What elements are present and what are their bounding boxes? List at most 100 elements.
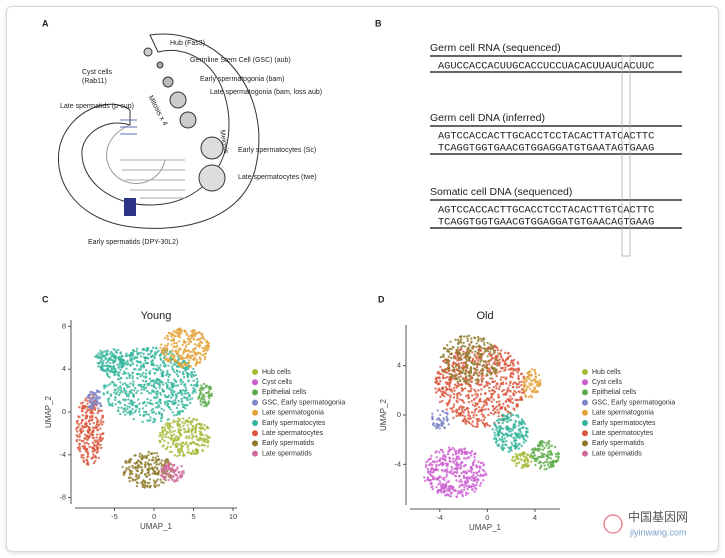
cell-point xyxy=(158,405,161,408)
cell-point xyxy=(155,484,158,487)
cell-point xyxy=(123,387,126,390)
cell-point xyxy=(442,484,445,487)
cell-point xyxy=(135,391,138,395)
cell-point xyxy=(448,359,451,363)
cell-point xyxy=(515,464,518,468)
cell-point xyxy=(189,442,193,445)
cell-point xyxy=(470,465,473,469)
cell-point xyxy=(121,465,124,469)
cell-point xyxy=(473,388,476,392)
legend-swatch xyxy=(252,389,258,396)
cell-point xyxy=(200,443,204,447)
diagram-label: Meiosis xyxy=(218,129,229,154)
early-spermatogonia xyxy=(162,76,174,88)
cell-point xyxy=(478,398,482,401)
cell-point xyxy=(142,364,145,367)
cell-point xyxy=(523,464,526,467)
cell-point xyxy=(488,382,491,386)
cell-point xyxy=(504,366,507,369)
cell-point xyxy=(128,385,131,388)
cell-point xyxy=(471,351,474,354)
cell-point xyxy=(476,423,479,426)
cell-point xyxy=(76,446,80,450)
cell-point xyxy=(207,347,210,351)
cell-point xyxy=(460,465,463,468)
cell-point xyxy=(157,381,161,384)
cell-point xyxy=(132,417,135,421)
cell-point xyxy=(128,390,131,394)
cell-point xyxy=(139,368,142,371)
cell-point xyxy=(525,388,528,391)
cell-point xyxy=(494,345,498,349)
cell-point xyxy=(513,439,516,443)
cell-point xyxy=(484,360,488,363)
cell-point xyxy=(530,374,533,377)
cell-point xyxy=(164,344,167,347)
cell-point xyxy=(153,452,156,455)
cell-point xyxy=(140,471,144,474)
cell-point xyxy=(438,463,441,467)
cell-point xyxy=(446,452,450,456)
cell-point xyxy=(447,480,451,483)
cell-point xyxy=(494,424,497,427)
cell-point xyxy=(161,459,164,462)
cell-point xyxy=(147,413,150,416)
cell-point xyxy=(536,443,540,447)
cell-point xyxy=(125,394,129,398)
cell-point xyxy=(80,439,84,443)
testis-outline xyxy=(58,33,260,229)
cell-point xyxy=(127,393,130,396)
cell-point xyxy=(465,379,468,383)
cell-point xyxy=(477,460,480,463)
cell-point xyxy=(107,400,110,403)
cell-point xyxy=(112,348,115,351)
cell-point xyxy=(146,484,149,488)
cell-point xyxy=(454,355,457,358)
legend-label: Cyst cells xyxy=(592,379,622,386)
cell-point xyxy=(452,489,455,492)
cell-point xyxy=(534,463,537,467)
cell-point xyxy=(510,441,513,444)
cell-point xyxy=(543,441,546,444)
cell-point xyxy=(101,432,105,435)
cell-point xyxy=(184,341,188,344)
cell-point xyxy=(472,367,476,370)
cell-point xyxy=(160,465,163,468)
cell-point xyxy=(460,489,463,492)
cell-point xyxy=(485,363,488,366)
cell-point xyxy=(443,426,446,429)
cell-point xyxy=(148,473,151,476)
cell-point xyxy=(191,425,194,428)
cell-point xyxy=(174,469,177,472)
cell-point xyxy=(499,378,502,381)
cell-point xyxy=(159,432,162,435)
cell-point xyxy=(522,384,526,388)
cell-point xyxy=(100,368,103,371)
cell-point xyxy=(149,416,152,419)
cell-point xyxy=(90,457,94,460)
x-axis-label: UMAP_1 xyxy=(140,522,173,531)
cell-point xyxy=(479,337,482,340)
cell-point xyxy=(181,355,184,358)
cell-point xyxy=(106,373,109,376)
cell-point xyxy=(118,361,122,365)
cell-point xyxy=(180,363,184,367)
cell-point xyxy=(177,471,181,474)
cell-point xyxy=(470,478,473,482)
cell-point xyxy=(456,392,460,395)
cell-point xyxy=(120,406,123,409)
cell-point xyxy=(462,350,465,353)
cell-point xyxy=(542,455,545,459)
diagram-label: Late spermatids (p-cup) xyxy=(60,103,134,110)
cell-point xyxy=(99,436,102,439)
cell-point xyxy=(518,422,521,425)
cell-point xyxy=(166,403,170,406)
cell-point xyxy=(480,339,483,343)
cell-point xyxy=(130,457,133,461)
cell-point xyxy=(160,407,163,410)
cell-point xyxy=(489,343,492,346)
cell-point xyxy=(456,395,459,398)
cell-point xyxy=(459,348,462,351)
cell-point xyxy=(541,445,544,448)
cell-point xyxy=(550,463,553,466)
